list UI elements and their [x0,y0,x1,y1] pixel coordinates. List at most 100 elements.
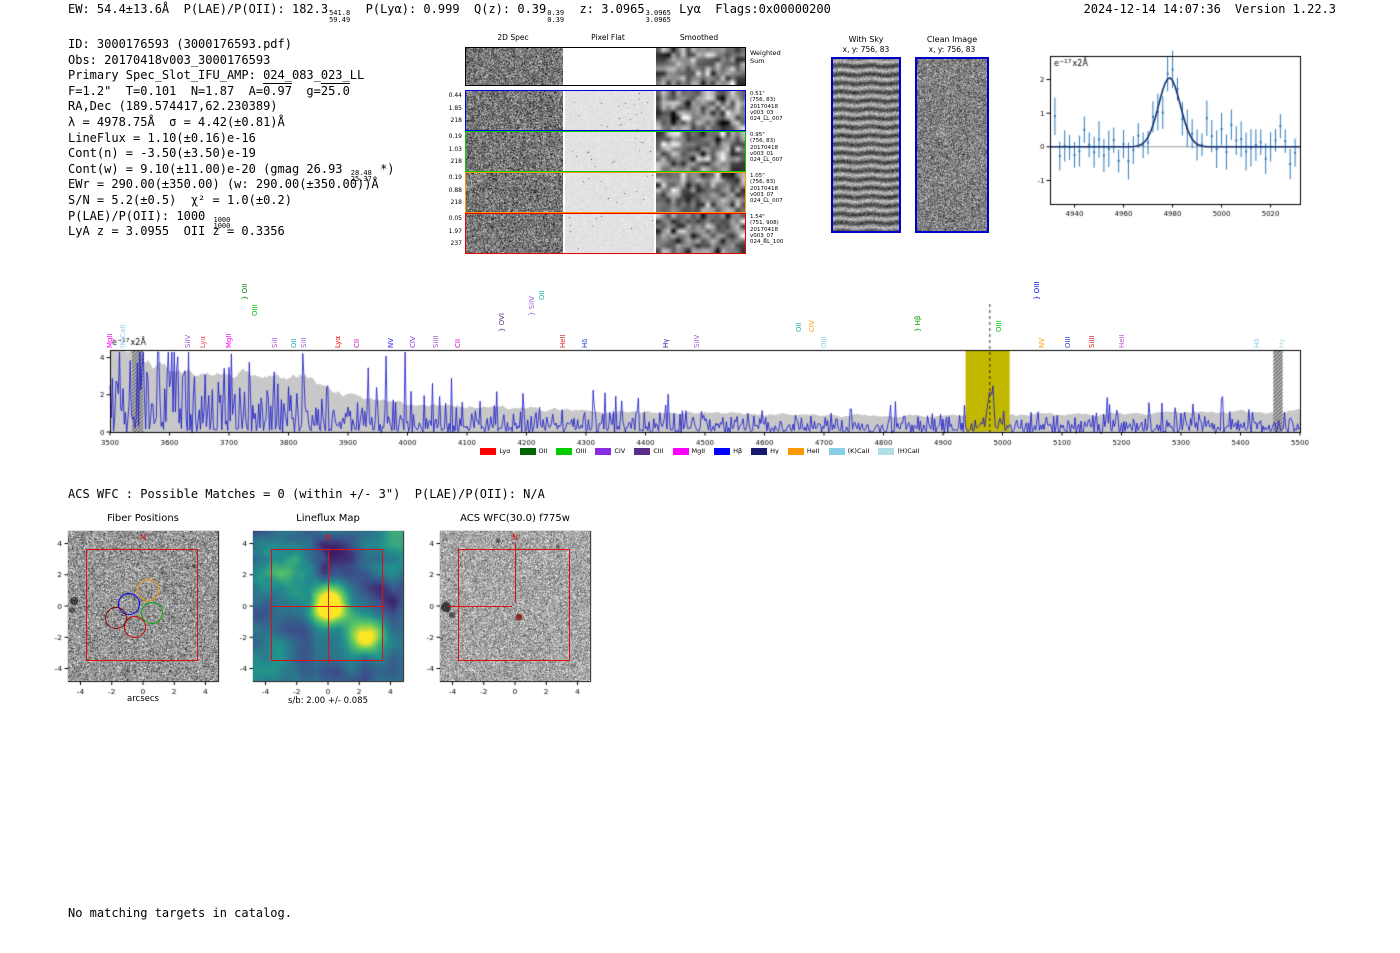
legend-item: (K)CaII [828,447,870,455]
fraction-top: 28.48 [350,168,372,177]
legend-swatch [595,447,612,455]
fraction-bottom: 25.37 [350,175,372,184]
column-header-2dspec: 2D Spec [497,33,529,42]
fraction-bottom: 3.0965 [645,15,671,24]
pixelflat-image [565,173,654,212]
left-value: 0.44 [448,92,462,99]
fov-box [86,549,198,661]
text-segment: F=1.2" T=0.101 N=1.87 A= [68,83,264,98]
right-label-line: 20170418 [750,144,778,151]
legend-label: CIII [653,447,664,455]
spec2d-row [465,172,746,213]
pixelflat-image [565,48,654,85]
strip-row-right-labels: 0.95" (756, 83) 20170418 v003_01 024_LL_007 [750,132,783,163]
strip-row-right-labels: 1.54" (751, 908) 20170418 v003_07 024_RL_100 [750,214,783,245]
text-segment: EWr = 290.00(±350.00) (w: 290.00(±350.00… [68,177,379,192]
left-value: 1.97 [448,227,462,235]
fraction-top: 3.0965 [645,9,671,17]
lineflux-map-panel: N [225,527,411,703]
line-fit-chart [1036,44,1308,236]
left-value: 218 [450,199,462,206]
text-segment: Cont(n) = -3.50(±3.50)e-19 [68,146,256,161]
with-sky-xy: x, y: 756, 83 [842,45,890,54]
right-label-line: 1.54" [750,214,765,220]
left-value: 218 [450,158,462,165]
right-label-line: (751, 908) [750,220,779,227]
info-line: Cont(n) = -3.50(±3.50)e-19 [68,146,395,162]
left-value: 0.05 [448,215,462,222]
left-value: 1.85 [448,104,462,112]
text-segment: P(Lyα): 0.999 Q(z): 0.39 [351,2,547,16]
text-segment: 25.0 [320,83,350,98]
smoothed-image [656,91,745,130]
right-label-line: 024_LL_007 [750,198,783,205]
info-line: RA,Dec (189.574417,62.230389) [68,99,395,115]
spec2d-row [465,90,746,131]
sb-caption: s/b: 2.00 +/- 0.085 [288,696,368,706]
fiber-circle [140,602,163,625]
fraction-top: 0.39 [547,9,565,17]
strip-row-right-labels: 0.51" (756, 83) 20170418 v003_03 024_LL_007 [750,91,783,122]
clean-image-xy: x, y: 756, 83 [928,45,976,54]
info-line: EWr = 290.00(±350.00) (w: 290.00(±350.00… [68,177,395,193]
footer-notes: No matching targets in catalog. Row inte… [68,875,292,953]
right-label-line: (756, 83) [750,179,776,186]
header-datetime-version: 2024-12-14 14:07:36 Version 1.22.3 [1084,2,1336,16]
fiber-circle [124,616,147,639]
legend-item: HeII [787,447,820,455]
with-sky-title: With Sky [848,35,884,44]
smoothed-image [656,214,745,253]
legend-label: MgII [691,447,706,455]
right-label-line: 20170418 [750,103,778,110]
fraction-top: 541.8 [329,9,351,17]
info-line: Obs: 20170418v003_3000176593 [68,53,395,69]
text-segment: Obs: 20170418v003_3000176593 [68,52,271,67]
strip-row-left-values: 0.44 1.85 218 [440,90,462,128]
with-sky-image [833,59,899,231]
full-spectrum-chart [100,296,1310,448]
column-header-smoothed: Smoothed [679,33,719,42]
legend-label: OIII [575,447,587,455]
legend-item: CIV [595,447,625,455]
north-indicator: N [512,533,518,542]
weighted-sum-line: Weighted [750,49,781,57]
info-line: P(LAE)/P(OII): 1000 1000 1000 [68,208,395,230]
fraction-bottom: 1000 [213,222,231,231]
right-label-line: 0.95" [750,132,765,138]
text-segment: P(LAE)/P(OII): 1000 [68,208,213,223]
legend-item: OII [519,447,548,455]
info-line: Primary Spec_Slot_IFU_AMP: 024_083_023_L… [68,68,395,84]
fov-box [271,549,383,661]
text-segment: RA,Dec (189.574417,62.230389) [68,99,278,114]
info-line: Cont(w) = 9.10(±11.00)e-20 (gmag 26.93 2… [68,162,395,183]
fiber-circle [104,606,127,629]
legend-label: (K)CaII [847,447,870,455]
stacked-fraction: 0.39 0.39 [547,10,564,23]
info-line: LyA z = 3.0955 OII z = 0.3356 [68,224,395,240]
spec2d-image [466,91,563,130]
fiber-positions-title: Fiber Positions [107,513,179,524]
legend-swatch [828,447,845,455]
acs-cutout-panel: N [412,527,598,703]
legend-label: Lyα [499,447,511,455]
strip-row-left-values: 0.05 1.97 237 [440,213,462,251]
info-line: F=1.2" T=0.101 N=1.87 A=0.97 g=25.0 [68,84,395,100]
legend-swatch [556,447,573,455]
right-label-line: v003_01 [750,150,774,157]
crosshair-vertical [514,543,516,603]
north-indicator: N [140,533,146,542]
left-value: 0.88 [448,186,462,194]
pixelflat-image [565,214,654,253]
clean-image-frame [915,57,989,233]
smoothed-image [656,48,745,85]
legend-label: OII [538,447,548,455]
spec2d-row [465,213,746,254]
legend-item: Hβ [714,447,742,455]
right-label-line: v003_07 [750,191,774,198]
legend-item: OIII [556,447,586,455]
north-indicator: N [325,533,331,542]
right-label-line: 024_LL_007 [750,116,783,123]
text-segment: Lyα Flags:0x00000200 [671,2,831,16]
spec2d-image [466,48,563,85]
